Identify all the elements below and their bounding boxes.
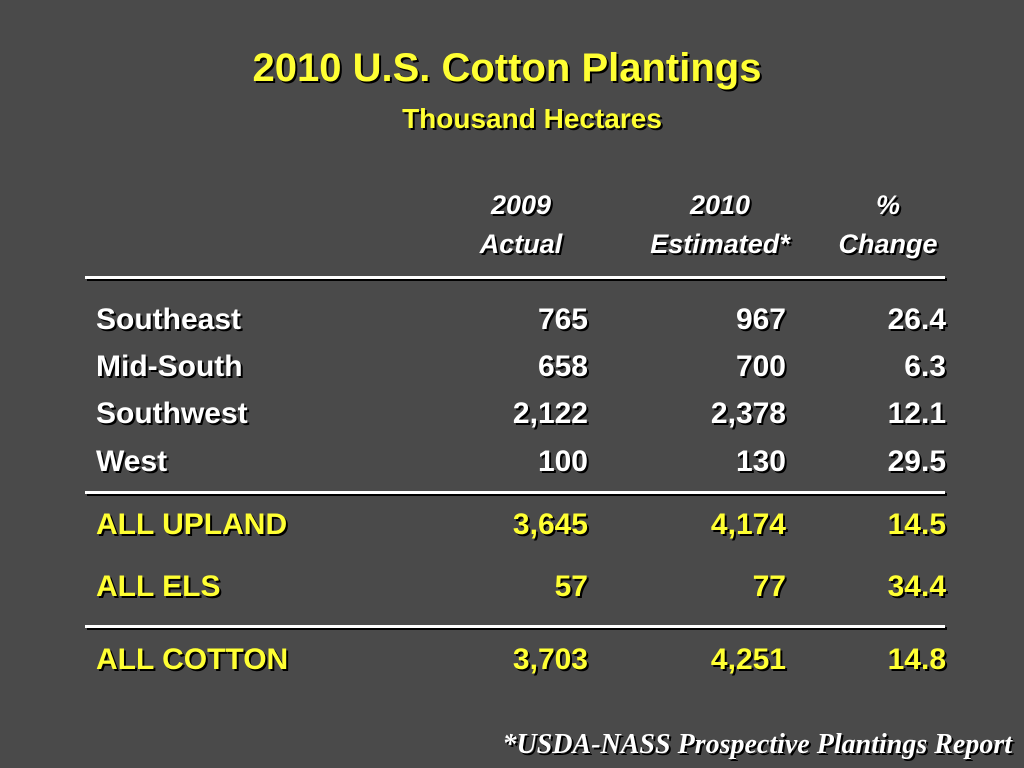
cell-value: 14.8 (887, 643, 946, 676)
row-label: ALL COTTON (96, 643, 289, 676)
row-label: West (96, 445, 168, 478)
cell-value: 700 (735, 350, 786, 383)
cell-value: 77 (752, 570, 786, 603)
row-label: Mid-South (96, 350, 243, 383)
cell-value: 765 (537, 303, 588, 336)
column-header: Change (838, 229, 938, 259)
row-label: Southeast (96, 303, 242, 336)
title: 2010 U.S. Cotton Plantings (252, 46, 762, 90)
footnote: *USDA-NASS Prospective Plantings Report (502, 729, 1012, 760)
cell-value: 4,174 (710, 508, 786, 541)
row-label: Southwest (96, 397, 248, 430)
cell-value: 130 (735, 445, 786, 478)
column-header: 2010 (689, 190, 751, 220)
column-header: Actual (479, 229, 563, 259)
cell-value: 34.4 (887, 570, 946, 603)
rule (85, 276, 945, 279)
cell-value: 2,378 (710, 397, 786, 430)
row-label: ALL ELS (96, 570, 221, 603)
column-header: 2009 (490, 190, 552, 220)
cell-value: 12.1 (887, 397, 946, 430)
cell-value: 57 (554, 570, 588, 603)
cell-value: 100 (537, 445, 588, 478)
cell-value: 4,251 (710, 643, 786, 676)
cell-value: 658 (537, 350, 588, 383)
row-label: ALL UPLAND (96, 508, 288, 541)
cell-value: 2,122 (512, 397, 588, 430)
column-header: % (875, 190, 900, 220)
cell-value: 29.5 (887, 445, 946, 478)
cell-value: 26.4 (887, 303, 946, 336)
cell-value: 3,703 (512, 643, 588, 676)
rule (85, 625, 945, 628)
cell-value: 967 (735, 303, 786, 336)
column-header: Estimated* (650, 229, 790, 259)
cell-value: 3,645 (512, 508, 588, 541)
cell-value: 6.3 (904, 350, 946, 383)
rule (85, 491, 945, 494)
subtitle: Thousand Hectares (402, 103, 662, 134)
cell-value: 14.5 (887, 508, 946, 541)
